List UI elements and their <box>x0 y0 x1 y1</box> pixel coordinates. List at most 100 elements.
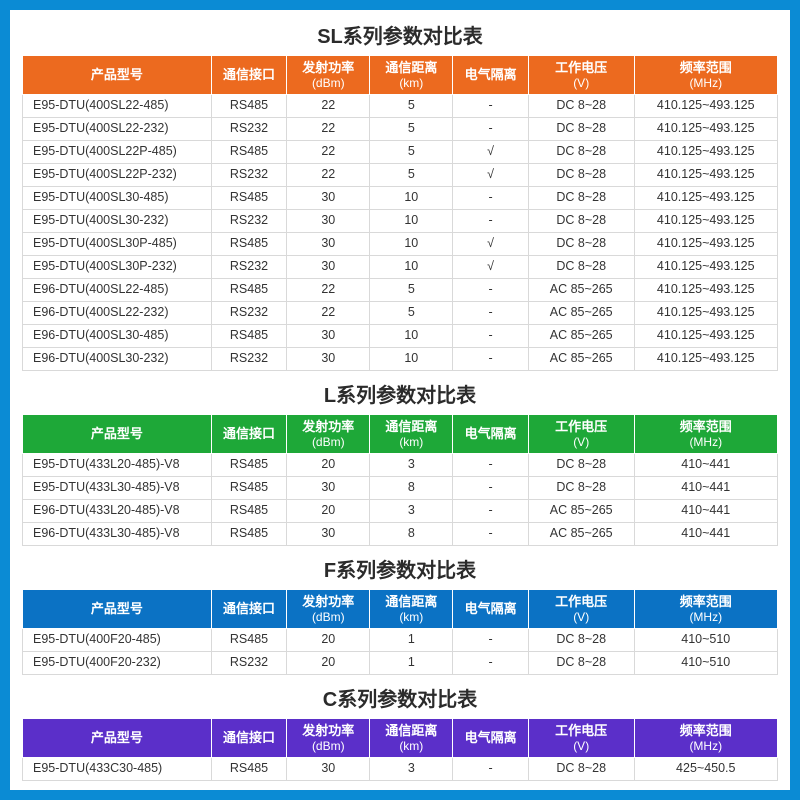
data-cell: RS232 <box>211 347 287 370</box>
data-cell: - <box>453 94 529 117</box>
table-section: SL系列参数对比表产品型号通信接口发射功率(dBm)通信距离(km)电气隔离工作… <box>22 16 778 371</box>
column-header: 通信接口 <box>211 589 287 628</box>
table-row: E95-DTU(433C30-485)RS485303-DC 8~28425~4… <box>23 757 778 780</box>
data-cell: 5 <box>370 94 453 117</box>
data-cell: DC 8~28 <box>528 628 634 651</box>
header-label: 工作电压 <box>555 594 607 609</box>
header-sublabel: (km) <box>372 435 450 449</box>
comparison-table: 产品型号通信接口发射功率(dBm)通信距离(km)电气隔离工作电压(V)频率范围… <box>22 414 778 546</box>
table-row: E96-DTU(400SL22-485)RS485225-AC 85~26541… <box>23 278 778 301</box>
data-cell: 30 <box>287 186 370 209</box>
data-cell: 3 <box>370 499 453 522</box>
header-sublabel: (dBm) <box>289 76 367 90</box>
sections-container: SL系列参数对比表产品型号通信接口发射功率(dBm)通信距离(km)电气隔离工作… <box>22 16 778 781</box>
data-cell: 30 <box>287 209 370 232</box>
data-cell: - <box>453 757 529 780</box>
header-sublabel: (V) <box>531 435 632 449</box>
column-header: 产品型号 <box>23 56 212 95</box>
data-cell: DC 8~28 <box>528 117 634 140</box>
header-label: 电气隔离 <box>465 730 517 745</box>
data-cell: AC 85~265 <box>528 347 634 370</box>
data-cell: 30 <box>287 347 370 370</box>
column-header: 产品型号 <box>23 589 212 628</box>
data-cell: 20 <box>287 499 370 522</box>
table-row: E96-DTU(400SL30-232)RS2323010-AC 85~2654… <box>23 347 778 370</box>
header-label: 频率范围 <box>680 594 732 609</box>
column-header: 电气隔离 <box>453 718 529 757</box>
data-cell: 5 <box>370 278 453 301</box>
column-header: 电气隔离 <box>453 589 529 628</box>
table-row: E95-DTU(400F20-485)RS485201-DC 8~28410~5… <box>23 628 778 651</box>
header-sublabel: (MHz) <box>637 739 775 753</box>
header-label: 频率范围 <box>680 60 732 75</box>
data-cell: 425~450.5 <box>634 757 777 780</box>
data-cell: 3 <box>370 453 453 476</box>
header-label: 通信接口 <box>223 601 275 616</box>
header-label: 通信距离 <box>385 594 437 609</box>
data-cell: 22 <box>287 301 370 324</box>
table-header-row: 产品型号通信接口发射功率(dBm)通信距离(km)电气隔离工作电压(V)频率范围… <box>23 718 778 757</box>
header-sublabel: (V) <box>531 610 632 624</box>
model-cell: E95-DTU(433L20-485)-V8 <box>23 453 212 476</box>
data-cell: 5 <box>370 163 453 186</box>
model-cell: E96-DTU(433L20-485)-V8 <box>23 499 212 522</box>
table-section: L系列参数对比表产品型号通信接口发射功率(dBm)通信距离(km)电气隔离工作电… <box>22 375 778 546</box>
model-cell: E96-DTU(400SL22-232) <box>23 301 212 324</box>
model-cell: E96-DTU(400SL30-485) <box>23 324 212 347</box>
header-label: 工作电压 <box>555 419 607 434</box>
header-label: 产品型号 <box>91 601 143 616</box>
data-cell: AC 85~265 <box>528 301 634 324</box>
table-row: E95-DTU(400SL30-232)RS2323010-DC 8~28410… <box>23 209 778 232</box>
data-cell: RS485 <box>211 278 287 301</box>
column-header: 产品型号 <box>23 414 212 453</box>
table-section: F系列参数对比表产品型号通信接口发射功率(dBm)通信距离(km)电气隔离工作电… <box>22 550 778 675</box>
table-row: E95-DTU(400SL30P-232)RS2323010√DC 8~2841… <box>23 255 778 278</box>
data-cell: 30 <box>287 476 370 499</box>
data-cell: - <box>453 651 529 674</box>
column-header: 工作电压(V) <box>528 56 634 95</box>
model-cell: E95-DTU(400F20-232) <box>23 651 212 674</box>
section-title: C系列参数对比表 <box>22 679 778 718</box>
header-label: 通信接口 <box>223 426 275 441</box>
data-cell: 410.125~493.125 <box>634 347 777 370</box>
data-cell: 30 <box>287 757 370 780</box>
data-cell: 22 <box>287 117 370 140</box>
column-header: 频率范围(MHz) <box>634 718 777 757</box>
data-cell: AC 85~265 <box>528 278 634 301</box>
section-title: F系列参数对比表 <box>22 550 778 589</box>
data-cell: RS485 <box>211 453 287 476</box>
data-cell: 410.125~493.125 <box>634 94 777 117</box>
data-cell: RS232 <box>211 209 287 232</box>
data-cell: RS485 <box>211 476 287 499</box>
data-cell: 30 <box>287 255 370 278</box>
data-cell: - <box>453 499 529 522</box>
table-row: E96-DTU(400SL22-232)RS232225-AC 85~26541… <box>23 301 778 324</box>
column-header: 发射功率(dBm) <box>287 589 370 628</box>
column-header: 通信接口 <box>211 414 287 453</box>
column-header: 通信距离(km) <box>370 718 453 757</box>
data-cell: 410~441 <box>634 476 777 499</box>
model-cell: E96-DTU(400SL30-232) <box>23 347 212 370</box>
data-cell: 410.125~493.125 <box>634 163 777 186</box>
data-cell: 10 <box>370 232 453 255</box>
data-cell: 22 <box>287 278 370 301</box>
table-row: E96-DTU(400SL30-485)RS4853010-AC 85~2654… <box>23 324 778 347</box>
column-header: 工作电压(V) <box>528 414 634 453</box>
data-cell: 5 <box>370 140 453 163</box>
table-row: E95-DTU(433L30-485)-V8RS485308-DC 8~2841… <box>23 476 778 499</box>
header-sublabel: (dBm) <box>289 435 367 449</box>
header-sublabel: (km) <box>372 76 450 90</box>
data-cell: 1 <box>370 628 453 651</box>
data-cell: DC 8~28 <box>528 453 634 476</box>
data-cell: 410~510 <box>634 628 777 651</box>
data-cell: DC 8~28 <box>528 651 634 674</box>
data-cell: RS485 <box>211 232 287 255</box>
data-cell: 22 <box>287 140 370 163</box>
data-cell: RS485 <box>211 186 287 209</box>
header-label: 产品型号 <box>91 730 143 745</box>
header-label: 发射功率 <box>302 60 354 75</box>
data-cell: RS485 <box>211 757 287 780</box>
data-cell: 22 <box>287 94 370 117</box>
data-cell: 3 <box>370 757 453 780</box>
table-row: E95-DTU(400SL30-485)RS4853010-DC 8~28410… <box>23 186 778 209</box>
